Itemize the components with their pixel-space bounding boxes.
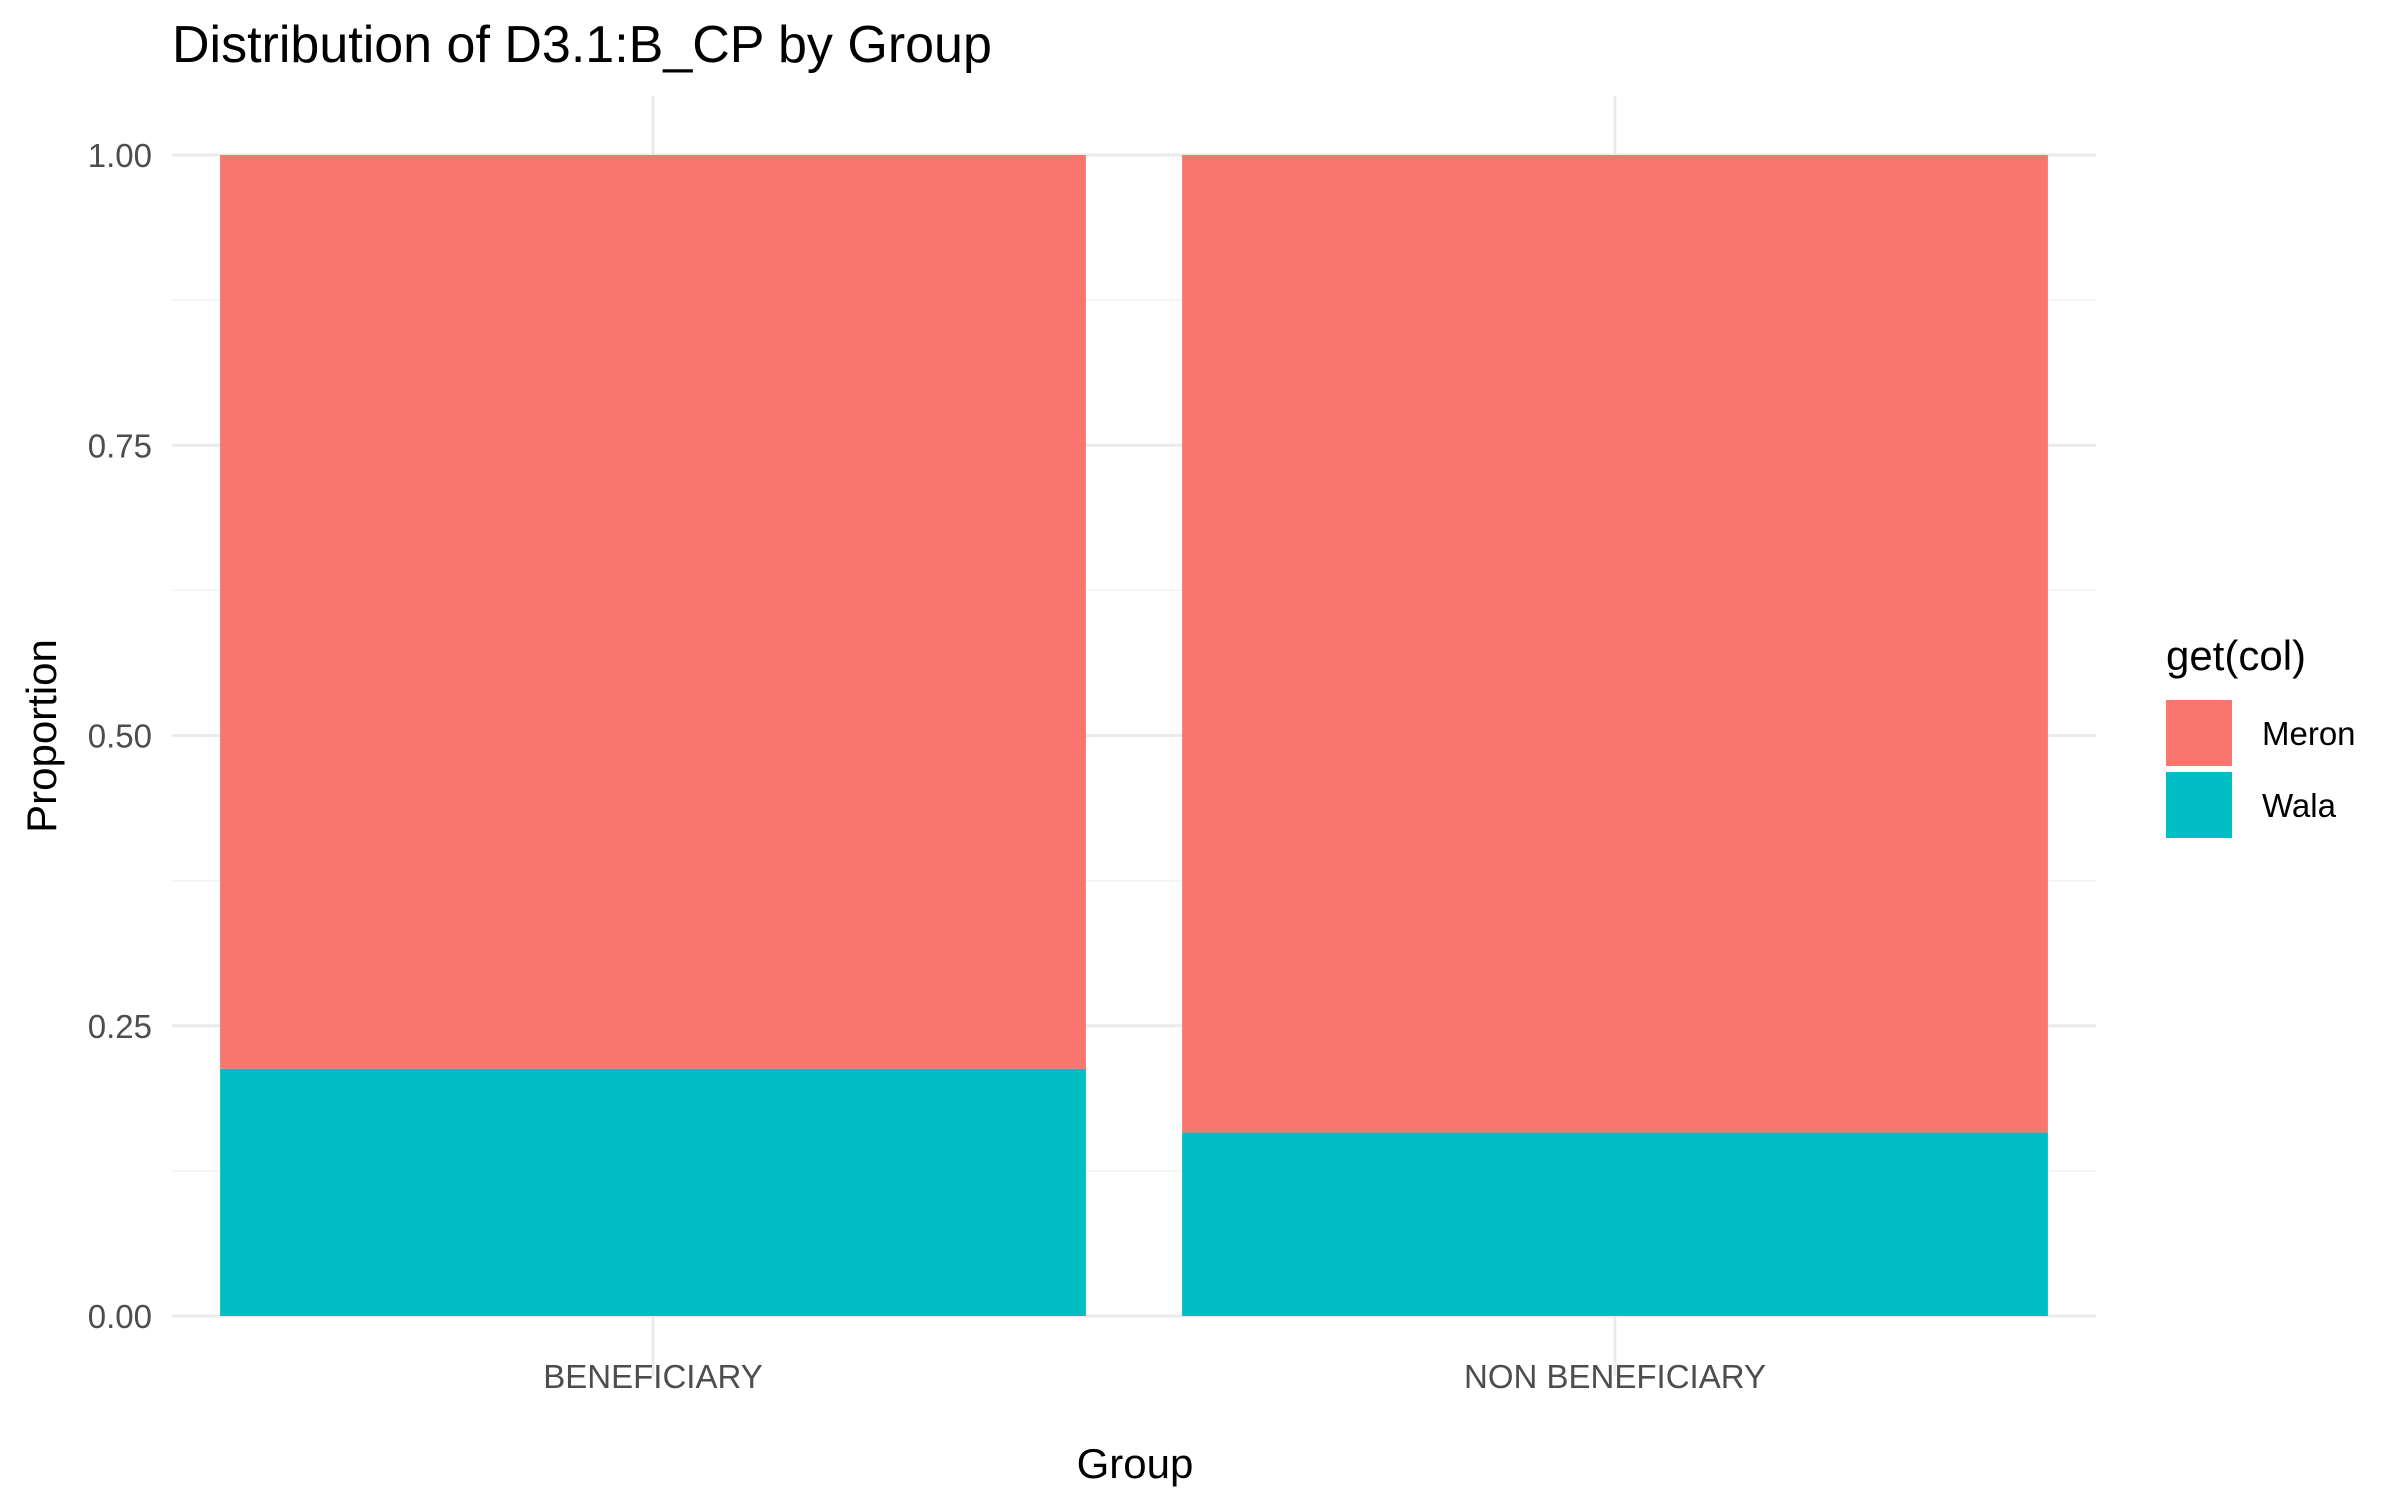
bars bbox=[220, 155, 2048, 1316]
bar-meron-non-beneficiary bbox=[1182, 155, 2048, 1133]
x-tick-label: NON BENEFICIARY bbox=[1464, 1358, 1766, 1395]
x-axis-title: Group bbox=[1077, 1440, 1194, 1487]
x-axis-ticks: BENEFICIARY NON BENEFICIARY bbox=[543, 1358, 1766, 1395]
legend-label-wala: Wala bbox=[2262, 787, 2337, 824]
legend-key-wala bbox=[2166, 772, 2232, 838]
y-tick-label: 0.00 bbox=[88, 1298, 152, 1335]
y-axis-title: Proportion bbox=[18, 639, 65, 833]
y-tick-label: 0.25 bbox=[88, 1008, 152, 1045]
y-tick-label: 0.75 bbox=[88, 427, 152, 464]
legend-title: get(col) bbox=[2166, 632, 2306, 679]
x-tick-label: BENEFICIARY bbox=[543, 1358, 762, 1395]
legend-label-meron: Meron bbox=[2262, 715, 2356, 752]
chart-title: Distribution of D3.1:B_CP by Group bbox=[172, 16, 992, 74]
y-tick-label: 1.00 bbox=[88, 137, 152, 174]
bar-wala-non-beneficiary bbox=[1182, 1132, 2048, 1316]
legend: get(col) Meron Wala bbox=[2166, 632, 2356, 838]
bar-wala-beneficiary bbox=[220, 1068, 1086, 1316]
legend-key-meron bbox=[2166, 700, 2232, 766]
bar-meron-beneficiary bbox=[220, 155, 1086, 1069]
y-axis-ticks: 0.00 0.25 0.50 0.75 1.00 bbox=[88, 137, 152, 1335]
y-tick-label: 0.50 bbox=[88, 718, 152, 755]
